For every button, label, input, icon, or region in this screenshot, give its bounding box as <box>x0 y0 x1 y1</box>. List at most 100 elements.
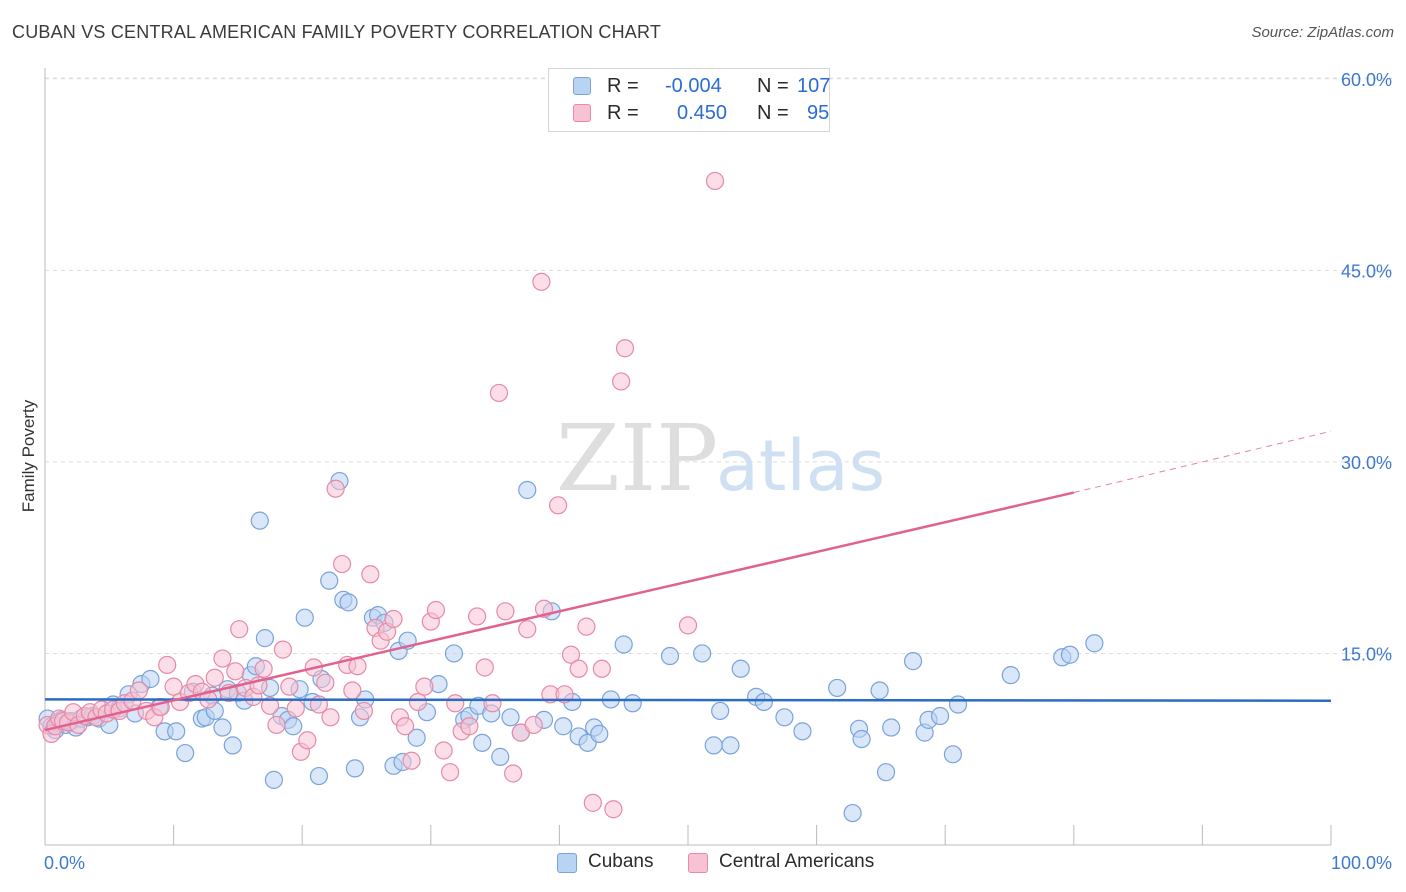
central-americans-point <box>226 662 245 681</box>
central-americans-point <box>678 616 698 635</box>
cubans-point <box>876 763 896 782</box>
central-americans-point <box>354 701 374 721</box>
cubans-point <box>141 669 160 689</box>
cubans-point <box>213 718 232 737</box>
central-americans-point <box>440 763 460 782</box>
chart-title: CUBAN VS CENTRAL AMERICAN FAMILY POVERTY… <box>12 22 662 42</box>
cubans-swatch <box>557 853 577 873</box>
central-americans-point <box>280 677 299 696</box>
cubans-point <box>711 701 730 721</box>
cubans-point <box>590 724 609 744</box>
y-axis-label: Family Poverty <box>19 399 38 512</box>
cubans-point <box>345 759 365 778</box>
central-americans-point <box>205 668 224 687</box>
central-americans-point <box>384 609 403 629</box>
central-americans-point <box>583 793 602 812</box>
x-tick-label: 0.0% <box>44 853 85 873</box>
x-tick-label: 100.0% <box>1331 853 1392 873</box>
watermark-atlas: atlas <box>716 425 885 507</box>
central-americans-point <box>129 681 148 700</box>
cubans-point <box>501 708 520 727</box>
cubans-point <box>903 652 923 671</box>
cubans-point <box>444 644 464 663</box>
trend-lines <box>44 430 1332 732</box>
cubans-point <box>309 766 329 786</box>
central-americans-point <box>524 715 543 735</box>
watermark-zip: ZIP <box>556 405 718 512</box>
legend-r-label: R = <box>607 102 639 124</box>
cubans-point <box>518 480 537 500</box>
cubans-point <box>1001 666 1020 685</box>
central-americans-trend-extension <box>1073 430 1332 494</box>
watermark: ZIP atlas <box>556 405 885 512</box>
legend: R = -0.004 N = 107 R = 0.450 N = 95 <box>548 68 830 132</box>
central-americans-point <box>273 640 293 659</box>
cubans-point <box>284 717 303 736</box>
central-americans-point <box>408 692 428 712</box>
central-americans-label: Central Americans <box>719 851 875 872</box>
central-americans-point <box>395 717 415 736</box>
cubans-point <box>721 736 740 755</box>
legend-n-label: N = <box>757 102 789 124</box>
central-americans-point <box>483 694 502 713</box>
central-americans-swatch <box>573 104 591 122</box>
central-americans-point <box>475 658 494 677</box>
cubans-point <box>943 745 963 764</box>
cubans-point <box>731 659 750 678</box>
cubans-point <box>693 644 712 663</box>
cubans-point <box>882 718 901 737</box>
central-americans-point <box>569 659 588 678</box>
central-americans-point <box>267 715 286 735</box>
central-americans-point <box>230 620 249 639</box>
cubans-point <box>828 678 847 698</box>
cubans-point <box>614 635 633 654</box>
legend-n-value: 95 <box>807 102 830 124</box>
central-americans-point <box>213 649 232 668</box>
central-americans-point <box>286 699 305 718</box>
central-americans-point <box>326 479 345 498</box>
central-americans-point <box>549 496 568 515</box>
central-americans-point <box>532 272 551 291</box>
legend-r-label: R = <box>607 75 639 97</box>
central-americans-point <box>460 717 479 736</box>
cubans-point <box>491 747 510 766</box>
cubans-point <box>754 692 773 712</box>
cubans-point <box>793 722 812 741</box>
cubans-point <box>554 717 573 736</box>
cubans-trend-line <box>44 698 1332 702</box>
cubans-point <box>320 571 339 590</box>
cubans-point <box>930 706 950 726</box>
central-americans-point <box>361 565 380 584</box>
central-americans-point <box>402 751 421 770</box>
central-americans-swatch <box>688 853 708 873</box>
y-tick-label: 60.0% <box>1341 70 1392 90</box>
central-americans-point <box>446 694 465 713</box>
cubans-point <box>1085 634 1104 653</box>
cubans-point <box>264 770 284 789</box>
central-americans-point <box>592 659 611 678</box>
cubans-point <box>339 593 358 612</box>
cubans-point <box>843 803 862 823</box>
cubans-point <box>660 646 680 666</box>
central-americans-point <box>426 600 446 620</box>
cubans-point <box>295 608 314 627</box>
y-tick-label: 15.0% <box>1341 644 1392 664</box>
central-americans-point <box>316 673 335 692</box>
legend-n-value: 107 <box>797 75 831 97</box>
cubans-point <box>176 743 195 763</box>
central-americans-point <box>260 696 280 715</box>
central-americans-point <box>434 741 453 760</box>
central-americans-point <box>415 677 434 696</box>
cubans-point <box>623 694 642 713</box>
central-americans-point <box>489 383 509 403</box>
source-credit: Source: ZipAtlas.com <box>1251 24 1394 41</box>
central-americans-point <box>158 655 177 675</box>
gridlines <box>45 77 1392 654</box>
cubans-point <box>1060 645 1080 664</box>
cubans-point <box>775 708 794 727</box>
cubans-point <box>870 681 889 700</box>
cubans-label: Cubans <box>588 851 654 872</box>
central-americans-point <box>504 764 523 783</box>
central-americans-trend-line <box>44 491 1075 732</box>
